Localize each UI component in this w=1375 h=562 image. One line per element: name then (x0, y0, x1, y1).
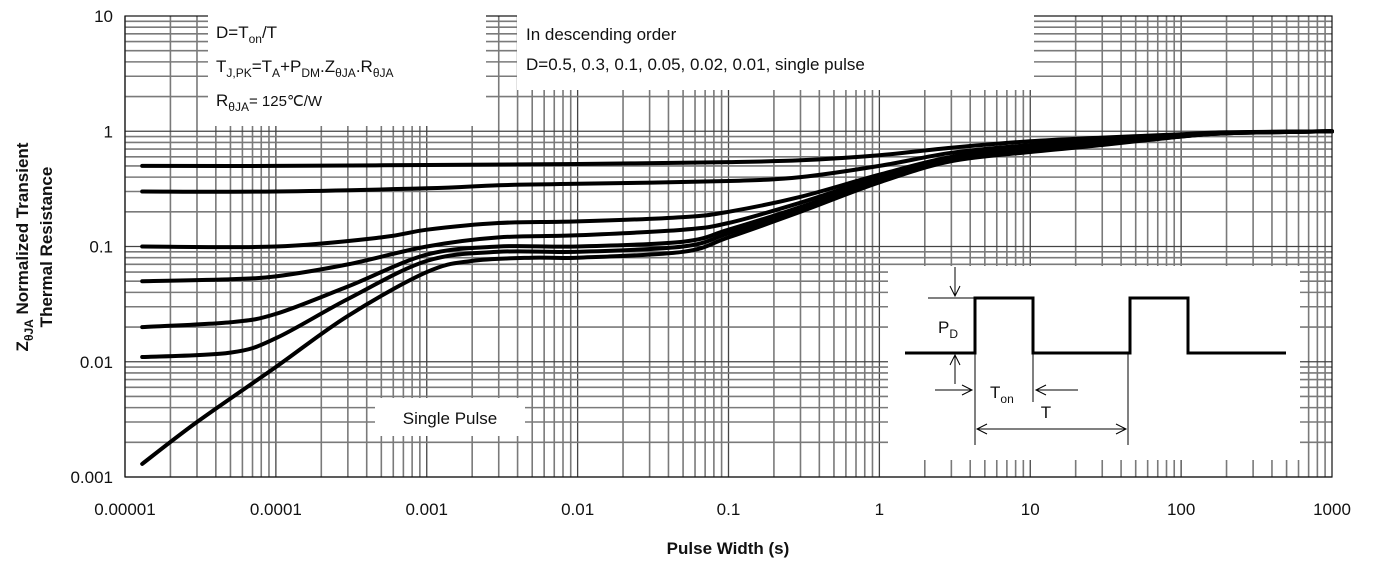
order-heading: In descending order (526, 25, 677, 44)
x-tick-label: 10 (1021, 500, 1040, 519)
series-lines (140, 129, 1334, 466)
y-tick-label: 0.001 (70, 468, 113, 487)
tick-labels: 0.00001 0.0001 0.001 0.01 0.1 1 10 100 1000 0.001… (70, 7, 1350, 519)
y-tick-label: 0.01 (80, 353, 113, 372)
pulse-waveform-inset: PD Ton T (888, 266, 1300, 460)
pd-top-arrowhead (949, 285, 961, 298)
ton-left-arrowhead (961, 384, 974, 396)
pd-bottom-arrowhead (949, 353, 961, 366)
y-axis-title-line2: Thermal Resistance (37, 167, 56, 328)
period-right-arrowhead (1115, 423, 1128, 435)
x-tick-label: 0.0001 (250, 500, 302, 519)
single-pulse-label-box (375, 398, 525, 436)
x-axis-title: Pulse Width (s) (667, 539, 790, 558)
order-annotation: In descending order D=0.5, 0.3, 0.1, 0.0… (517, 15, 1034, 90)
period-label: T (1041, 403, 1051, 422)
order-list: D=0.5, 0.3, 0.1, 0.05, 0.02, 0.01, singl… (526, 55, 865, 74)
pd-label: PD (938, 318, 958, 341)
x-tick-label: 0.1 (717, 500, 741, 519)
formula-annotation-box (208, 15, 486, 126)
inset-box (888, 266, 1300, 460)
order-annotation-box (517, 15, 1034, 90)
thermal-resistance-value: RθJA= 125℃/W (216, 91, 323, 114)
y-tick-label: 0.1 (89, 238, 113, 257)
y-axis-title: ZθJA Normalized Transient Thermal Resist… (13, 142, 56, 351)
single-pulse-annotation: Single Pulse (375, 398, 525, 436)
y-tick-label: 10 (94, 7, 113, 26)
x-tick-label: 0.01 (561, 500, 594, 519)
formula-annotation: D=Ton/T TJ,PK=TA+PDM.ZθJA.RθJA RθJA= 125… (208, 15, 486, 126)
y-axis-title-line1: ZθJA Normalized Transient (13, 142, 36, 351)
series-line-single-pulse (140, 129, 1334, 466)
duty-cycle-formula: D=Ton/T (216, 23, 277, 46)
x-tick-label: 100 (1167, 500, 1195, 519)
y-tick-label: 1 (104, 122, 113, 141)
x-tick-label: 1000 (1313, 500, 1351, 519)
single-pulse-label: Single Pulse (403, 409, 498, 428)
junction-temp-formula: TJ,PK=TA+PDM.ZθJA.RθJA (216, 57, 394, 80)
period-left-arrowhead (975, 423, 988, 435)
pulse-waveform (905, 296, 1286, 355)
x-tick-label: 0.00001 (94, 500, 155, 519)
ton-label: Ton (990, 383, 1014, 406)
x-tick-label: 0.001 (405, 500, 448, 519)
ton-right-arrowhead (1034, 384, 1047, 396)
x-tick-label: 1 (875, 500, 884, 519)
